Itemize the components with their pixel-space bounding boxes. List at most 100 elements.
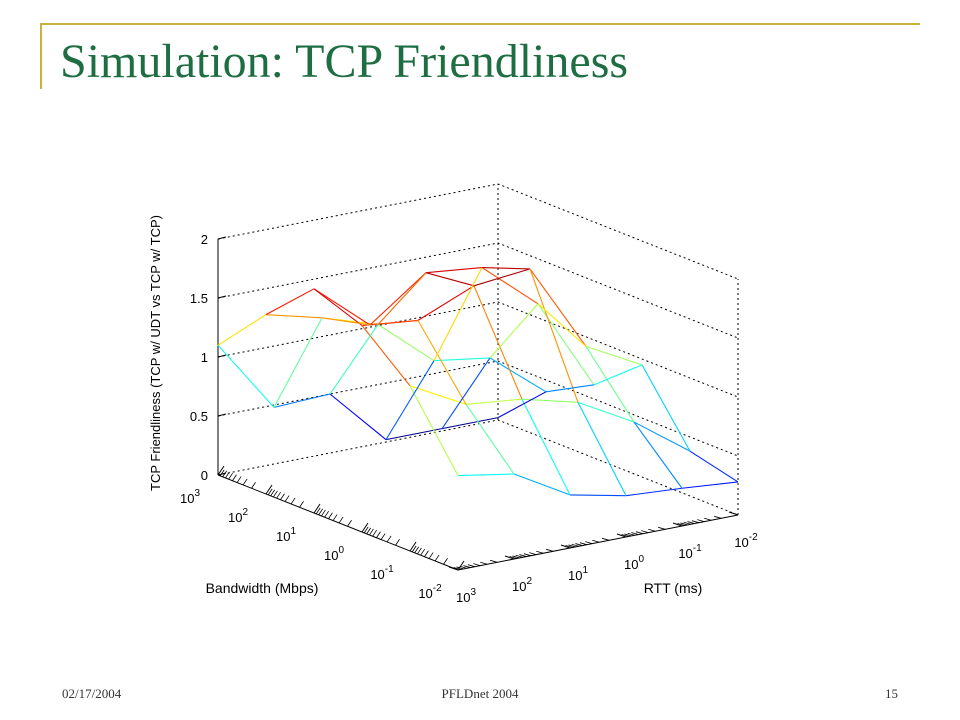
bandwidth-minor-tick bbox=[267, 488, 273, 496]
surface-edge bbox=[497, 391, 547, 419]
bandwidth-tick-label: 103 bbox=[180, 488, 200, 506]
bandwidth-tick-label: 10-2 bbox=[418, 583, 442, 601]
bandwidth-minor-tick bbox=[347, 520, 352, 527]
surface-edge bbox=[473, 285, 523, 400]
bandwidth-axis bbox=[217, 474, 459, 571]
bandwidth-minor-tick bbox=[366, 527, 371, 535]
z-tick-mark bbox=[217, 236, 227, 240]
rtt-minor-tick bbox=[473, 563, 481, 567]
surface-edge bbox=[425, 272, 475, 287]
bandwidth-minor-tick bbox=[380, 533, 386, 540]
rtt-tick-label: 100 bbox=[624, 554, 644, 572]
surface-edge bbox=[265, 314, 323, 319]
z-tick-label: 1 bbox=[201, 350, 208, 365]
bandwidth-minor-tick bbox=[363, 526, 369, 534]
rtt-minor-tick bbox=[568, 544, 576, 548]
rtt-minor-tick bbox=[453, 567, 461, 570]
surface-edge bbox=[385, 428, 443, 441]
surface-edge bbox=[681, 481, 739, 489]
rtt-minor-tick bbox=[579, 542, 587, 546]
rtt-minor-tick bbox=[536, 550, 544, 554]
z-tick-mark bbox=[217, 295, 227, 299]
bandwidth-minor-tick bbox=[424, 550, 429, 557]
bandwidth-minor-tick bbox=[242, 478, 248, 486]
bandwidth-minor-tick bbox=[318, 508, 323, 516]
bandwidth-minor-tick bbox=[290, 497, 296, 505]
frame-left-line bbox=[40, 23, 42, 89]
surface-edge bbox=[465, 398, 523, 405]
surface-edge bbox=[409, 385, 459, 476]
surface-edge bbox=[217, 314, 267, 346]
rtt-minor-tick bbox=[519, 554, 527, 557]
rtt-major-tick bbox=[616, 533, 627, 538]
bandwidth-minor-tick bbox=[228, 472, 233, 480]
rtt-tick-label: 102 bbox=[512, 576, 532, 594]
rtt-minor-tick bbox=[546, 548, 554, 552]
surface-edge bbox=[513, 473, 571, 496]
bandwidth-minor-tick bbox=[417, 547, 422, 555]
footer-date: 02/17/2004 bbox=[62, 686, 122, 701]
rtt-tick-label: 10-2 bbox=[734, 532, 758, 550]
bandwidth-minor-tick bbox=[276, 491, 281, 499]
rtt-major-tick bbox=[560, 544, 571, 549]
bandwidth-minor-tick bbox=[395, 539, 400, 546]
surface-edge bbox=[481, 267, 531, 270]
surface-edge bbox=[441, 357, 491, 429]
x-axis-label: Bandwidth (Mbps) bbox=[206, 580, 319, 596]
surface-edge bbox=[473, 268, 531, 287]
page-number: 15 bbox=[885, 686, 898, 701]
surface-edge bbox=[625, 487, 683, 497]
rtt-minor-tick bbox=[592, 539, 600, 543]
rtt-minor-tick bbox=[687, 521, 695, 524]
bandwidth-minor-tick bbox=[270, 489, 275, 497]
rtt-minor-tick bbox=[658, 526, 666, 530]
surface-edge bbox=[425, 267, 483, 274]
surface-edge bbox=[633, 421, 691, 452]
bandwidth-minor-tick bbox=[338, 516, 344, 524]
rtt-minor-tick bbox=[691, 520, 699, 524]
bandwidth-minor-tick bbox=[369, 528, 374, 536]
bandwidth-minor-tick bbox=[386, 535, 392, 543]
surface-edge bbox=[273, 393, 331, 408]
surface-edge bbox=[489, 357, 547, 393]
surface-edge bbox=[409, 385, 467, 405]
surface-edge bbox=[585, 346, 635, 423]
z-gridline bbox=[217, 242, 739, 339]
rtt-minor-tick bbox=[683, 521, 691, 525]
bandwidth-minor-tick bbox=[332, 514, 338, 521]
surface-edge bbox=[641, 364, 691, 452]
surface-edge bbox=[385, 360, 435, 440]
rtt-minor-tick bbox=[621, 534, 629, 537]
surface-edge bbox=[273, 317, 323, 408]
rtt-minor-tick bbox=[635, 531, 643, 535]
surface-mesh bbox=[217, 267, 739, 497]
bandwidth-tick-label: 10-1 bbox=[370, 564, 394, 582]
rtt-minor-tick bbox=[680, 522, 688, 526]
surface-edge bbox=[313, 288, 371, 326]
rtt-minor-tick bbox=[575, 543, 583, 546]
rtt-minor-tick bbox=[480, 561, 488, 565]
axis-ticks: 0 0.5 1 1.5 2 103 102 101 100 10-1 10-2 103 102 101 10… bbox=[180, 232, 758, 605]
bandwidth-major-tick bbox=[313, 503, 321, 514]
rtt-minor-tick bbox=[631, 532, 639, 535]
rtt-major-tick bbox=[504, 555, 515, 560]
bandwidth-minor-tick bbox=[411, 545, 417, 553]
bandwidth-major-tick bbox=[457, 560, 465, 571]
rtt-tick-label: 10-1 bbox=[678, 543, 702, 561]
rtt-minor-tick bbox=[627, 532, 635, 536]
surface-edge bbox=[329, 393, 387, 441]
z-tick-label: 2 bbox=[201, 232, 208, 247]
bandwidth-tick-label: 100 bbox=[324, 545, 344, 563]
axes-frame bbox=[217, 183, 739, 571]
rtt-axis bbox=[457, 514, 739, 571]
surface-edge bbox=[577, 402, 627, 496]
rtt-minor-tick bbox=[641, 530, 649, 534]
bandwidth-minor-tick bbox=[219, 469, 225, 477]
surface-edge bbox=[441, 417, 499, 430]
surface-edge bbox=[537, 303, 587, 347]
z-axis-label: TCP Friendliness (TCP w/ UDT vs TCP w/ T… bbox=[148, 215, 163, 491]
z-tick-mark bbox=[217, 354, 227, 358]
surface-edge bbox=[457, 473, 515, 477]
surface-edge bbox=[521, 398, 571, 496]
